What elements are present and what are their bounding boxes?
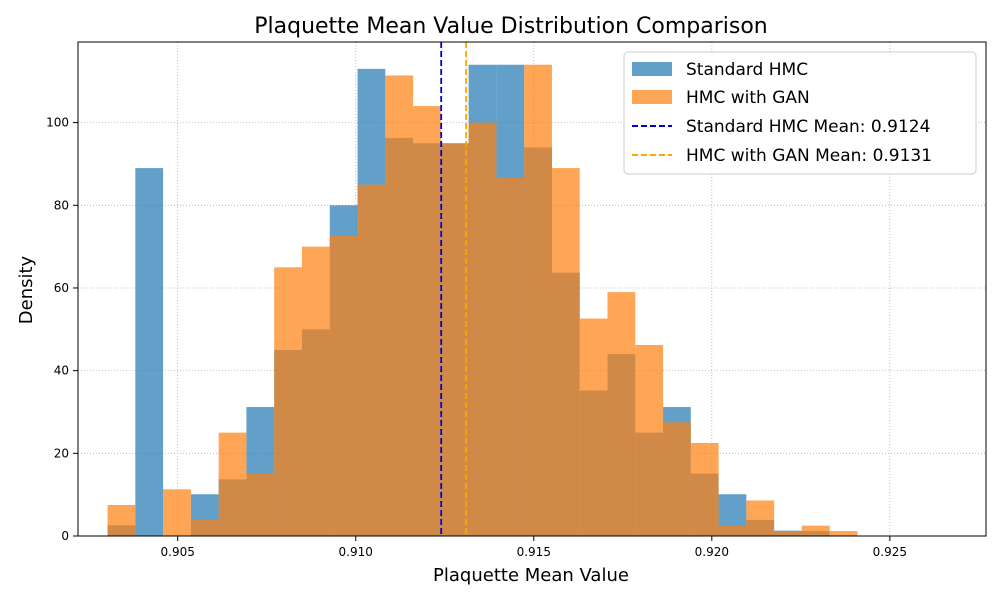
legend-label: HMC with GAN — [686, 88, 810, 108]
histogram-bars — [107, 64, 858, 537]
histogram-bar — [496, 178, 525, 537]
axis-ticks: 0.905 0.910 0.915 0.920 0.925 0 20 40 60 80 100 — [46, 116, 907, 559]
histogram-bar — [718, 525, 747, 536]
legend: Standard HMC HMC with GAN Standard HMC Mea… — [623, 51, 977, 175]
plot-frame — [77, 41, 987, 537]
histogram-bar — [107, 504, 136, 536]
histogram-bar — [246, 473, 275, 536]
x-tick-label: 0.910 — [339, 545, 373, 559]
histogram-bar — [357, 184, 386, 536]
histogram-bar — [829, 531, 858, 536]
histogram-bar — [579, 318, 608, 536]
legend-box — [623, 51, 977, 175]
x-tick-label: 0.915 — [517, 545, 551, 559]
histogram-bar — [607, 292, 636, 536]
legend-swatch — [632, 90, 672, 104]
y-tick-label: 100 — [46, 116, 69, 130]
histogram-bar — [440, 143, 469, 536]
y-tick-label: 40 — [54, 364, 69, 378]
mean-lines — [440, 42, 468, 536]
histogram-bar — [413, 106, 441, 536]
y-tick-label: 60 — [54, 281, 69, 295]
y-tick-label: 20 — [54, 446, 69, 460]
histogram-bar — [551, 168, 580, 536]
chart-title: Plaquette Mean Value Distribution Compar… — [254, 14, 768, 39]
histogram-bar — [218, 432, 247, 536]
histogram-bar — [301, 246, 330, 536]
histogram-bar — [801, 525, 830, 536]
histogram-bar — [635, 345, 664, 536]
series-hmc-with-gan-bars — [107, 64, 858, 537]
histogram-bar — [163, 489, 191, 536]
legend-label: Standard HMC — [686, 60, 808, 80]
legend-label: Standard HMC Mean: 0.9124 — [686, 117, 930, 137]
histogram-bar — [329, 235, 358, 536]
histogram-bar — [690, 442, 719, 536]
y-tick-label: 80 — [54, 198, 69, 212]
histogram-bar — [135, 168, 164, 536]
legend-label: HMC with GAN Mean: 0.9131 — [686, 146, 932, 166]
x-axis-title: Plaquette Mean Value — [433, 565, 629, 586]
x-tick-label: 0.905 — [161, 545, 195, 559]
x-tick-label: 0.925 — [873, 545, 907, 559]
y-axis-title: Density — [16, 255, 37, 324]
x-tick-label: 0.920 — [695, 545, 729, 559]
histogram-bar — [663, 422, 691, 536]
histogram-bar — [468, 122, 497, 537]
histogram-bar — [746, 500, 775, 536]
histogram-bar — [385, 75, 414, 536]
legend-swatch — [632, 62, 672, 76]
histogram-bar — [774, 531, 802, 536]
histogram-bar — [274, 267, 302, 536]
histogram-bar — [524, 64, 552, 537]
histogram-bar — [190, 519, 219, 536]
y-tick-label: 0 — [61, 529, 69, 543]
